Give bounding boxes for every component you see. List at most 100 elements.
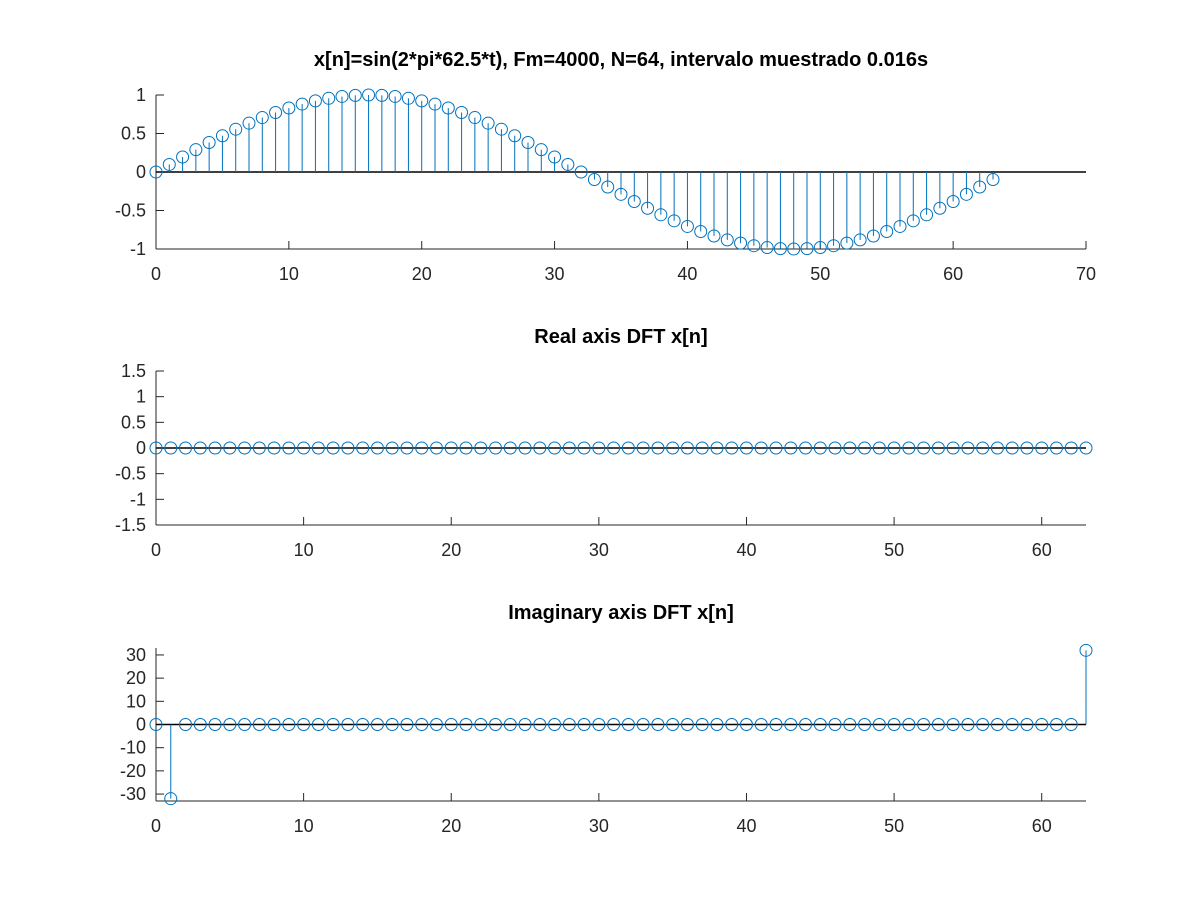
- y-tick-label: 1.5: [121, 361, 146, 381]
- stem-marker: [335, 89, 349, 103]
- stem-marker: [577, 718, 591, 731]
- x-tick-label: 70: [1076, 264, 1096, 284]
- stem-marker: [1049, 441, 1063, 455]
- stem-marker: [734, 236, 748, 250]
- x-tick-label: 20: [441, 540, 461, 560]
- stem-marker: [651, 718, 665, 731]
- panel-signal-series: [149, 88, 1000, 256]
- stem-marker: [308, 94, 322, 108]
- stem-marker: [853, 233, 867, 247]
- x-tick-label: 10: [294, 816, 314, 836]
- stem-marker: [267, 718, 281, 731]
- stem-marker: [202, 136, 216, 150]
- stem-marker: [636, 441, 650, 455]
- stem-marker: [574, 165, 588, 179]
- stem-marker: [401, 91, 415, 105]
- y-tick-label: 1: [136, 387, 146, 407]
- stem-marker: [534, 143, 548, 157]
- stem-marker: [164, 792, 178, 806]
- stem-marker: [441, 101, 455, 115]
- stem-marker: [326, 718, 340, 731]
- stem-marker: [725, 441, 739, 455]
- y-tick-label: -1: [130, 239, 146, 259]
- stem-marker: [607, 718, 621, 731]
- stem-marker: [311, 441, 325, 455]
- stem-marker: [920, 208, 934, 222]
- stem-marker: [641, 201, 655, 215]
- stem-marker: [149, 441, 163, 455]
- stem-marker: [269, 105, 283, 119]
- panel-signal: x[n]=sin(2*pi*62.5*t), Fm=4000, N=64, in…: [115, 49, 1096, 284]
- stem-marker: [429, 441, 443, 455]
- stem-marker: [695, 718, 709, 731]
- stem-marker: [587, 173, 601, 187]
- stem-marker: [562, 718, 576, 731]
- stem-marker: [931, 441, 945, 455]
- stem-marker: [680, 718, 694, 731]
- stem-marker: [1020, 718, 1034, 731]
- stem-marker: [667, 214, 681, 228]
- stem-marker: [388, 89, 402, 103]
- stem-marker: [840, 236, 854, 250]
- stem-marker: [562, 441, 576, 455]
- stem-marker: [503, 718, 517, 731]
- stem-marker: [385, 441, 399, 455]
- stem-marker: [415, 718, 429, 731]
- y-tick-label: -0.5: [115, 201, 146, 221]
- y-tick-label: -20: [120, 761, 146, 781]
- stem-marker: [242, 116, 256, 130]
- stem-marker: [799, 441, 813, 455]
- x-tick-label: 60: [943, 264, 963, 284]
- stem-marker: [193, 441, 207, 455]
- stem-marker: [725, 718, 739, 731]
- stem-marker: [400, 718, 414, 731]
- stem-marker: [986, 173, 1000, 187]
- stem-marker: [341, 441, 355, 455]
- y-tick-label: 0: [136, 438, 146, 458]
- stem-marker: [976, 718, 990, 731]
- x-tick-label: 10: [279, 264, 299, 284]
- stem-marker: [858, 718, 872, 731]
- stem-marker: [193, 718, 207, 731]
- stem-marker: [189, 143, 203, 157]
- stem-marker: [813, 441, 827, 455]
- panel-real-dft: Real axis DFT x[n] 0 10 20 30 40 50 60-1.5-1-0…: [115, 326, 1093, 560]
- stem-marker: [1035, 441, 1049, 455]
- stem-marker: [297, 441, 311, 455]
- stem-marker: [548, 150, 562, 164]
- stem-marker: [215, 129, 229, 143]
- stem-marker: [917, 441, 931, 455]
- stem-marker: [784, 441, 798, 455]
- stem-marker: [518, 718, 532, 731]
- stem-marker: [754, 718, 768, 731]
- stem-marker: [773, 242, 787, 256]
- y-tick-label: -10: [120, 738, 146, 758]
- stem-marker: [503, 441, 517, 455]
- stem-marker: [1079, 441, 1093, 455]
- stem-marker: [961, 441, 975, 455]
- stem-marker: [223, 441, 237, 455]
- stem-marker: [223, 718, 237, 731]
- stem-marker: [651, 441, 665, 455]
- panel-imag-dft: Imaginary axis DFT x[n] 0 10 20 30 40 50 60 -30…: [120, 602, 1093, 836]
- stem-marker: [282, 101, 296, 115]
- stem-marker: [238, 718, 252, 731]
- panel-signal-title: x[n]=sin(2*pi*62.5*t), Fm=4000, N=64, in…: [314, 49, 928, 71]
- stem-marker: [489, 718, 503, 731]
- stem-marker: [592, 718, 606, 731]
- x-tick-label: 30: [545, 264, 565, 284]
- stem-marker: [828, 441, 842, 455]
- stem-marker: [893, 219, 907, 233]
- stem-marker: [149, 165, 163, 179]
- stem-marker: [494, 122, 508, 136]
- x-tick-label: 0: [151, 264, 161, 284]
- stem-marker: [843, 718, 857, 731]
- x-tick-label: 40: [736, 540, 756, 560]
- stem-marker: [799, 718, 813, 731]
- stem-marker: [621, 718, 635, 731]
- panel-imag-dft-series: [149, 643, 1093, 806]
- stem-marker: [695, 441, 709, 455]
- y-tick-label: 30: [126, 645, 146, 665]
- stem-marker: [614, 187, 628, 201]
